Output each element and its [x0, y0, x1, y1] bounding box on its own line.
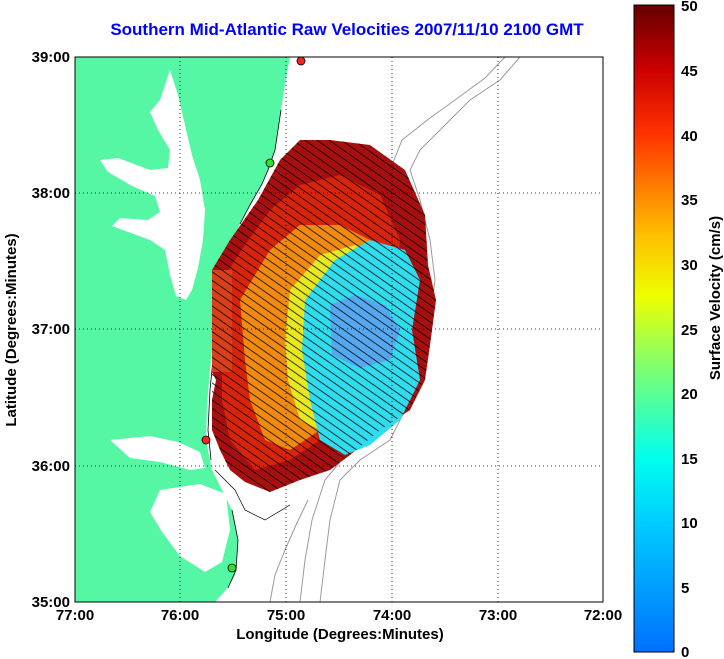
colorbar-tick-label: 50 [681, 0, 698, 15]
colorbar-tick-label: 30 [681, 257, 698, 274]
albemarle-sound [110, 436, 205, 470]
colorbar-tick-label: 15 [681, 451, 698, 468]
colorbar-label: Surface Velocity (cm/s) [707, 216, 724, 380]
radar-site-marker [227, 563, 237, 573]
x-tick-label: 75:00 [267, 607, 305, 624]
radar-site-marker [201, 435, 211, 445]
radar-site-marker [265, 158, 275, 168]
plot-frame [74, 56, 604, 603]
y-tick-label: 36:00 [32, 458, 70, 475]
x-axis-label: Longitude (Degrees:Minutes) [236, 626, 444, 643]
x-tick-label: 73:00 [479, 607, 517, 624]
velocity-field [212, 140, 436, 521]
chesapeake-bay [100, 70, 205, 300]
y-tick-label: 39:00 [32, 49, 70, 66]
radar-site-marker [296, 57, 306, 66]
colorbar-tick-label: 45 [681, 63, 698, 80]
x-tick-label: 76:00 [161, 607, 199, 624]
colorbar-tick-label: 10 [681, 515, 698, 532]
y-axis-label: Latitude (Degrees:Minutes) [3, 233, 20, 426]
colorbar-tick-label: 0 [681, 644, 689, 659]
x-tick-label: 72:00 [584, 607, 622, 624]
field-vectors [212, 140, 436, 492]
land-region [75, 57, 290, 602]
chart-title: Southern Mid-Atlantic Raw Velocities 200… [110, 20, 584, 39]
colorbar [633, 4, 675, 653]
y-tick-label: 38:00 [32, 185, 70, 202]
colorbar-tick-label: 5 [681, 580, 689, 597]
y-tick-labels: 39:00 38:00 37:00 36:00 35:00 [32, 49, 70, 611]
y-tick-label: 35:00 [32, 594, 70, 611]
colorbar-tick-label: 40 [681, 128, 698, 145]
grid-lines [75, 57, 603, 602]
colorbar-tick-label: 25 [681, 322, 698, 339]
colorbar-tick-label: 20 [681, 386, 698, 403]
y-tick-label: 37:00 [32, 321, 70, 338]
colorbar-tick-label: 35 [681, 192, 698, 209]
colorbar-tick-labels: 50 45 40 35 30 25 20 15 10 5 0 [681, 0, 698, 659]
x-tick-labels: 77:00 76:00 75:00 74:00 73:00 72:00 [56, 607, 622, 624]
pamlico-sound [150, 484, 230, 572]
x-tick-label: 77:00 [56, 607, 94, 624]
x-tick-label: 74:00 [373, 607, 411, 624]
